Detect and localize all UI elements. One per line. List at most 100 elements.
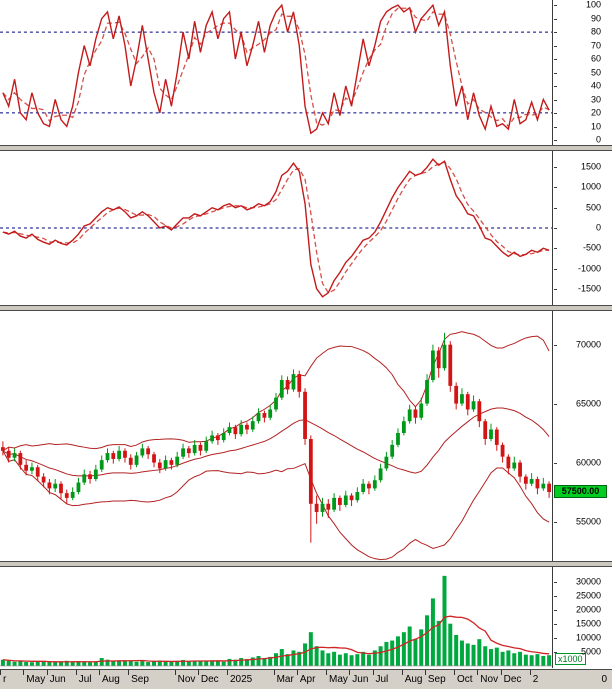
y-axis-label: 100	[585, 0, 601, 10]
date-tick	[326, 670, 327, 675]
axis-tick	[554, 268, 557, 270]
date-tick	[273, 670, 275, 675]
date-label: Dec	[503, 674, 522, 685]
date-label: Aug	[404, 674, 423, 685]
y-axis-label: 1000	[580, 181, 601, 192]
y-axis-label: 500	[585, 202, 601, 213]
axis-tick	[554, 18, 557, 20]
axis-tick	[554, 126, 557, 128]
date-axis[interactable]: 0 r May Jun Jul Aug Sep Nov Dec 2025 Mar Apr May Jun…	[0, 669, 612, 689]
stochastic-panel: 100 90 80 70 60 50 40 30 20 10 0	[0, 0, 612, 145]
axis-tick	[554, 521, 557, 523]
y-axis-label: 80	[590, 26, 601, 37]
date-label: Aug	[102, 674, 120, 685]
volume-bars	[0, 575, 552, 666]
date-tick	[227, 670, 228, 675]
panel-resize-divider[interactable]	[0, 145, 612, 151]
date-tick	[454, 670, 455, 675]
oscillator-panel: 1500 1000 500 0 -500 -1000 -1500	[0, 151, 612, 305]
axis-tick	[554, 140, 557, 141]
volume-ma-line	[2, 615, 550, 663]
oscillator-line	[2, 158, 550, 298]
y-axis-label: 50	[590, 67, 601, 77]
date-tick	[500, 670, 502, 675]
y-axis-label: 70000	[575, 339, 601, 349]
y-axis-label: 0	[595, 222, 601, 233]
date-tick	[197, 670, 199, 675]
candlestick-series	[0, 332, 552, 543]
bollinger-middle-band	[2, 407, 550, 477]
last-price-tag: 57500.00	[554, 485, 607, 499]
volume-y-axis: x1000 30000 25000 20000 15000 10000 5000	[554, 567, 612, 668]
date-label: Nov	[480, 674, 499, 685]
axis-tick	[554, 595, 557, 597]
y-axis-label: 15000	[575, 618, 601, 629]
y-axis-label: 30000	[575, 576, 601, 586]
oscillator-plot[interactable]	[0, 151, 553, 305]
date-tick	[529, 670, 531, 675]
axis-tick	[554, 344, 557, 346]
axis-tick	[554, 462, 557, 464]
y-axis-label: 65000	[575, 398, 601, 408]
date-label: Sep	[131, 674, 149, 685]
y-axis-label: 60000	[575, 457, 601, 468]
volume-plot[interactable]	[0, 567, 553, 668]
y-axis-label: 55000	[575, 516, 601, 527]
y-axis-label: 0	[595, 134, 601, 145]
axis-tick	[554, 228, 557, 229]
y-axis-label: 25000	[575, 590, 601, 600]
y-axis-label: 5000	[580, 646, 601, 657]
date-label: Jun	[352, 674, 369, 685]
axis-tick	[554, 45, 557, 47]
date-tick	[349, 670, 351, 675]
date-tick	[401, 670, 403, 675]
date-label: Oct	[457, 674, 473, 685]
axis-tick	[554, 113, 557, 114]
bollinger-upper-band	[2, 331, 550, 452]
date-label: May	[26, 674, 46, 685]
volume-panel: x1000 30000 25000 20000 15000 10000 5000	[0, 567, 612, 668]
date-tick	[46, 670, 48, 675]
date-label: Apr	[299, 674, 316, 685]
date-label: Jul	[375, 674, 389, 685]
axis-tick	[554, 59, 557, 60]
price-candlestick-plot[interactable]	[0, 311, 553, 561]
y-axis-label: 10000	[575, 632, 601, 643]
axis-tick	[554, 637, 557, 639]
date-tick	[75, 670, 77, 675]
panel-resize-divider[interactable]	[0, 561, 612, 567]
axis-tick	[554, 207, 557, 209]
axis-tick	[554, 187, 557, 189]
date-label: 2025	[230, 674, 253, 685]
axis-tick	[554, 248, 557, 250]
y-axis-label: 40	[590, 80, 601, 91]
axis-tick	[554, 651, 557, 653]
axis-tick	[554, 581, 557, 583]
date-label: Mar	[276, 674, 294, 685]
axis-tick	[554, 167, 557, 169]
stochastic-plot[interactable]	[0, 0, 553, 145]
price-y-axis: 57500.00 70000 65000 60000 55000	[554, 311, 612, 561]
y-axis-label: -1000	[577, 263, 601, 274]
y-axis-label: 60	[590, 53, 601, 64]
price-panel: 57500.00 70000 65000 60000 55000	[0, 311, 612, 561]
volume-unit-label: x1000	[555, 652, 586, 665]
date-label: r	[3, 674, 7, 685]
date-tick	[296, 670, 298, 675]
axis-tick	[554, 5, 557, 6]
y-axis-label: 1500	[580, 161, 601, 172]
axis-tick	[554, 86, 557, 87]
date-label: Sep	[427, 674, 446, 685]
y-axis-label: 20000	[575, 604, 601, 615]
date-tick	[0, 670, 1, 675]
stochastic-d-line	[2, 7, 550, 128]
date-label: Nov	[177, 674, 196, 685]
axis-tick	[554, 288, 557, 290]
stochastic-k-line	[2, 3, 550, 135]
axis-tick	[554, 99, 557, 101]
axis-tick	[554, 72, 557, 74]
y-axis-label: 70	[590, 40, 601, 50]
date-label: 2	[532, 674, 539, 685]
panel-resize-divider[interactable]	[0, 305, 612, 311]
